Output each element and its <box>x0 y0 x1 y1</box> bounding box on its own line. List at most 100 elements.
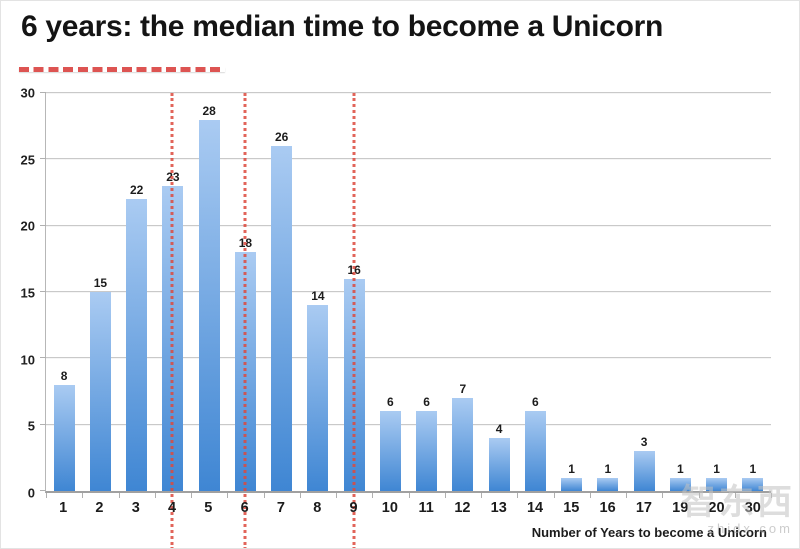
y-axis-tick <box>40 357 46 359</box>
bar-value-label: 7 <box>459 382 467 397</box>
bar-slot: 26 <box>264 93 300 491</box>
bar-value-label: 6 <box>423 395 430 410</box>
plot-area: 8 15 22 23 28 18 26 14 16 6 6 7 4 6 1 1 3 1 1 1 <box>40 92 772 498</box>
x-axis-tick <box>626 493 627 498</box>
title-accent-dashed-line <box>19 67 225 72</box>
bar-slot: 3 <box>626 93 662 491</box>
bars: 8 15 22 23 28 18 26 14 16 6 6 7 4 6 1 1 3 1 1 1 <box>46 93 771 491</box>
y-tick-label: 5 <box>27 418 35 434</box>
bar-value-label: 4 <box>495 421 503 436</box>
bar-value-label: 1 <box>604 461 612 476</box>
bar-value-label: 1 <box>568 461 575 476</box>
bar-value-label: 28 <box>202 103 216 118</box>
bar-value-label: 8 <box>60 368 68 383</box>
bar-slot: 6 <box>517 93 553 491</box>
y-tick-label: 10 <box>20 352 35 368</box>
bar <box>379 411 401 491</box>
x-tick-label: 16 <box>599 500 616 516</box>
bar-slot: 1 <box>590 93 626 491</box>
bar <box>89 292 111 491</box>
bar <box>561 477 583 491</box>
x-tick-label: 8 <box>313 500 322 516</box>
x-axis-tick <box>118 493 120 498</box>
bar <box>53 384 75 491</box>
bar-value-label: 16 <box>347 262 361 277</box>
x-axis-tick <box>191 493 192 498</box>
x-tick-label: 6 <box>240 500 249 516</box>
bar-slot: 14 <box>300 93 336 491</box>
gridline <box>46 158 771 160</box>
x-tick-label: 15 <box>563 500 580 516</box>
x-axis-tick <box>589 493 591 498</box>
bar-value-label: 1 <box>713 461 720 476</box>
y-axis: 0 5 10 15 20 25 30 <box>1 86 39 501</box>
x-tick-label: 5 <box>204 500 213 516</box>
x-axis-tick <box>444 493 446 498</box>
bar <box>633 451 655 491</box>
bar <box>452 398 474 491</box>
x-axis-tick <box>517 493 519 498</box>
x-tick-label: 14 <box>526 500 544 516</box>
bar <box>162 185 184 491</box>
bar-slot: 15 <box>82 93 118 491</box>
bar-slot: 1 <box>662 93 698 491</box>
x-axis-tick <box>408 493 410 498</box>
x-tick-label: 7 <box>276 500 285 516</box>
y-axis-tick <box>40 490 46 491</box>
bar-value-label: 26 <box>274 130 289 145</box>
x-tick-label: 20 <box>708 500 725 516</box>
y-tick-label: 15 <box>20 285 35 301</box>
y-tick-label: 25 <box>20 152 35 168</box>
bar-value-label: 15 <box>93 276 108 290</box>
gridline <box>46 423 771 425</box>
x-axis-tick <box>336 493 337 498</box>
x-tick-label: 11 <box>418 500 434 516</box>
bar-slot: 1 <box>554 93 590 491</box>
x-axis-tick <box>154 493 156 498</box>
x-axis-tick <box>299 493 301 498</box>
bar-slot: 23 <box>155 93 191 491</box>
x-axis-tick <box>481 493 482 498</box>
y-axis-tick <box>40 224 46 226</box>
y-axis-tick <box>40 158 46 160</box>
bar-slot: 7 <box>445 93 481 491</box>
x-axis-tick <box>698 493 700 498</box>
y-axis-tick <box>40 92 46 93</box>
bar-slot: 16 <box>336 93 372 491</box>
bar-value-label: 14 <box>311 289 325 304</box>
x-tick-label: 3 <box>131 500 140 516</box>
bar <box>416 411 438 491</box>
page-title: 6 years: the median time to become a Uni… <box>21 10 663 43</box>
bar <box>706 477 728 491</box>
bar-value-label: 6 <box>387 395 394 410</box>
gridline <box>46 92 771 93</box>
bar-slot: 4 <box>481 93 517 491</box>
bar-value-label: 18 <box>238 236 253 251</box>
bar-value-label: 23 <box>166 169 180 184</box>
x-tick-label: 30 <box>744 500 761 516</box>
bar <box>198 119 220 491</box>
y-tick-label: 0 <box>27 485 35 501</box>
bar-slot: 1 <box>699 93 735 491</box>
y-tick-label: 30 <box>20 85 35 101</box>
y-tick-label: 20 <box>20 218 35 234</box>
y-axis-tick <box>40 423 46 425</box>
x-tick-label: 13 <box>490 500 507 516</box>
x-axis-tick <box>46 493 47 498</box>
bar-slot: 6 <box>372 93 408 491</box>
x-tick-label: 1 <box>59 500 68 516</box>
bar <box>234 252 256 491</box>
x-tick-label: 19 <box>672 500 689 516</box>
x-axis-tick <box>82 493 84 498</box>
bar <box>126 199 148 491</box>
x-tick-label: 4 <box>168 500 177 516</box>
bar-slot: 28 <box>191 93 227 491</box>
bar <box>597 477 619 491</box>
bar-value-label: 3 <box>640 435 648 450</box>
bar-value-label: 1 <box>749 461 757 476</box>
bar-slot: 1 <box>735 93 771 491</box>
bar-value-label: 6 <box>532 395 539 410</box>
x-tick-label: 10 <box>381 500 398 516</box>
x-axis-labels: 1 2 3 4 5 6 7 8 9 10 11 12 13 14 15 16 17 19 20 30 <box>45 500 771 524</box>
